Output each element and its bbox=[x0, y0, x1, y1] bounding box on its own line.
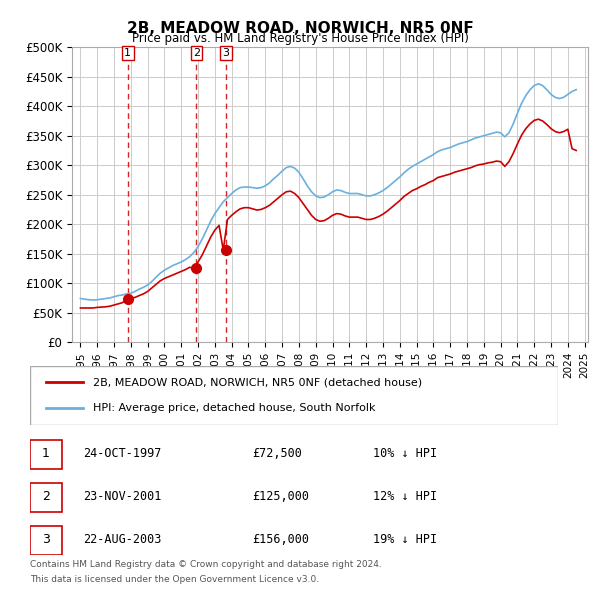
Text: 2: 2 bbox=[193, 48, 200, 58]
Text: 23-NOV-2001: 23-NOV-2001 bbox=[83, 490, 161, 503]
Text: Contains HM Land Registry data © Crown copyright and database right 2024.: Contains HM Land Registry data © Crown c… bbox=[30, 560, 382, 569]
Text: This data is licensed under the Open Government Licence v3.0.: This data is licensed under the Open Gov… bbox=[30, 575, 319, 584]
Text: HPI: Average price, detached house, South Norfolk: HPI: Average price, detached house, Sout… bbox=[94, 404, 376, 413]
FancyBboxPatch shape bbox=[30, 526, 62, 555]
Text: 1: 1 bbox=[42, 447, 50, 460]
Text: £72,500: £72,500 bbox=[252, 447, 302, 460]
Text: £156,000: £156,000 bbox=[252, 533, 309, 546]
Text: 1: 1 bbox=[124, 48, 131, 58]
Text: 2B, MEADOW ROAD, NORWICH, NR5 0NF: 2B, MEADOW ROAD, NORWICH, NR5 0NF bbox=[127, 21, 473, 35]
Text: 10% ↓ HPI: 10% ↓ HPI bbox=[373, 447, 437, 460]
FancyBboxPatch shape bbox=[30, 483, 62, 512]
Text: 2B, MEADOW ROAD, NORWICH, NR5 0NF (detached house): 2B, MEADOW ROAD, NORWICH, NR5 0NF (detac… bbox=[94, 378, 422, 387]
Text: 19% ↓ HPI: 19% ↓ HPI bbox=[373, 533, 437, 546]
Text: Price paid vs. HM Land Registry's House Price Index (HPI): Price paid vs. HM Land Registry's House … bbox=[131, 32, 469, 45]
FancyBboxPatch shape bbox=[30, 366, 558, 425]
Text: 22-AUG-2003: 22-AUG-2003 bbox=[83, 533, 161, 546]
FancyBboxPatch shape bbox=[30, 440, 62, 469]
Text: 3: 3 bbox=[222, 48, 229, 58]
Text: £125,000: £125,000 bbox=[252, 490, 309, 503]
Text: 2: 2 bbox=[42, 490, 50, 503]
Text: 3: 3 bbox=[42, 533, 50, 546]
Text: 24-OCT-1997: 24-OCT-1997 bbox=[83, 447, 161, 460]
Text: 12% ↓ HPI: 12% ↓ HPI bbox=[373, 490, 437, 503]
